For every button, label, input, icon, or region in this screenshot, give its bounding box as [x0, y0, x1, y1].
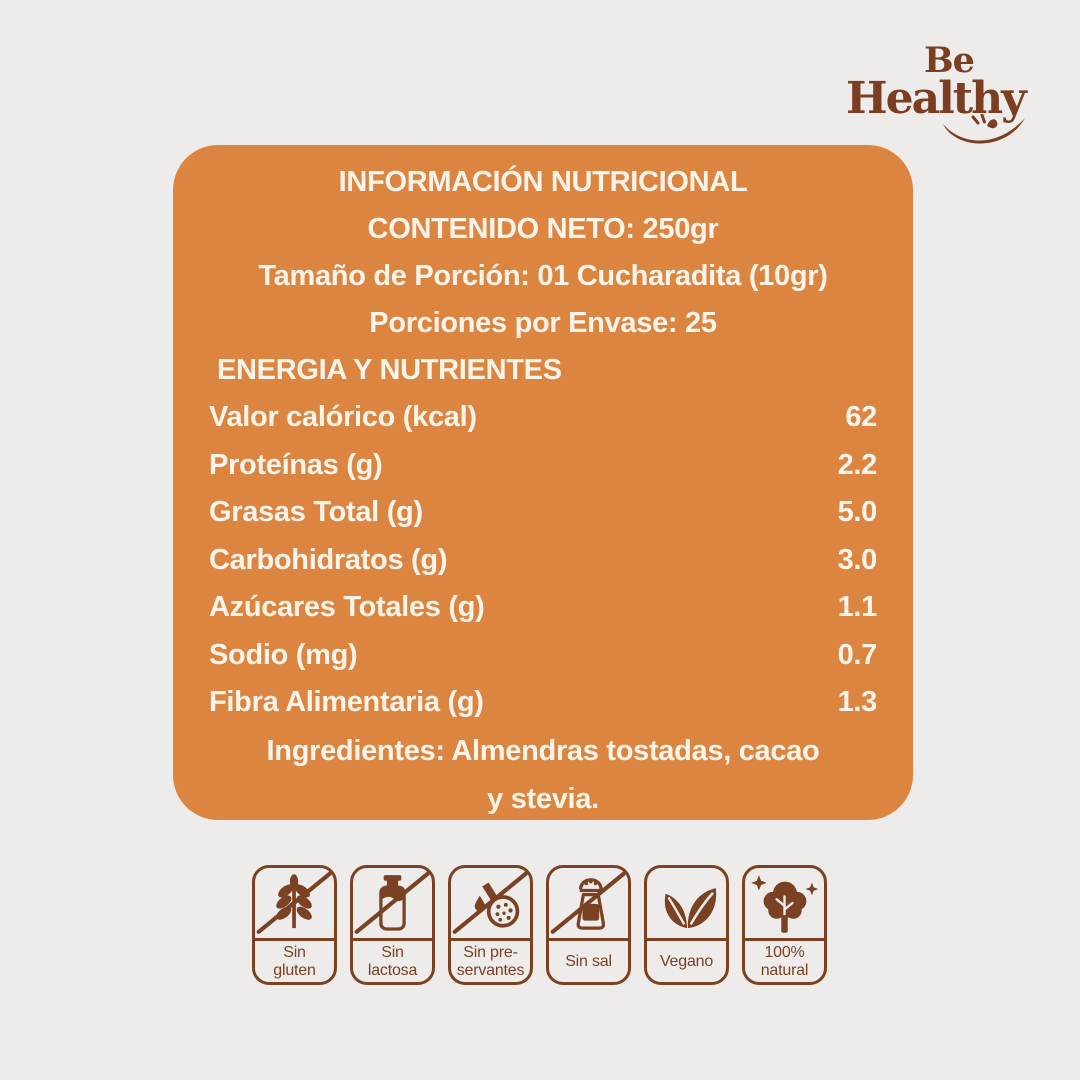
nutrient-value: 1.3	[837, 686, 878, 719]
nutrient-row: Carbohidratos (g) 3.0	[209, 537, 877, 585]
nutrient-row: Proteínas (g) 2.2	[209, 442, 877, 490]
servings-per-container: Porciones por Envase: 25	[369, 307, 717, 339]
vegan-icon	[647, 868, 726, 938]
serving-size: Tamaño de Porción: 01 Cucharadita (10gr)	[258, 260, 828, 292]
badge-label: Sin pre- servantes	[456, 943, 525, 979]
badge-sin-lactosa: Sin lactosa	[350, 865, 435, 985]
nutrient-row: Fibra Alimentaria (g) 1.3	[209, 679, 877, 727]
badge-divider	[255, 938, 334, 941]
section-header: ENERGIA Y NUTRIENTES	[217, 354, 562, 386]
no-lactose-icon	[353, 868, 432, 938]
ingredients-line: y stevia.	[487, 782, 599, 815]
badge-label: 100% natural	[760, 943, 809, 979]
panel-title: INFORMACIÓN NUTRICIONAL	[338, 166, 748, 198]
no-salt-icon	[549, 868, 628, 938]
badge-label: Sin lactosa	[367, 943, 418, 979]
nutrient-value: 1.1	[837, 591, 878, 624]
nutrient-row: Sodio (mg) 0.7	[209, 632, 877, 680]
nutrition-panel: INFORMACIÓN NUTRICIONAL CONTENIDO NETO: …	[173, 145, 913, 820]
nutrient-label: Sodio (mg)	[209, 638, 358, 671]
badge-divider	[745, 938, 824, 941]
brand-logo: Be Healthy	[842, 40, 1042, 152]
nutrient-label: Carbohidratos (g)	[209, 543, 448, 576]
badge-divider	[549, 938, 628, 941]
logo-swoosh-icon	[943, 114, 1025, 144]
badge-label: Sin gluten	[273, 943, 316, 979]
nutrient-label: Valor calórico (kcal)	[209, 401, 477, 434]
nutrient-value: 5.0	[837, 496, 878, 529]
natural-icon	[745, 868, 824, 938]
badge-divider	[647, 938, 726, 941]
badge-sin-preservantes: Sin pre- servantes	[448, 865, 533, 985]
nutrient-value: 2.2	[837, 448, 878, 481]
nutrient-value: 3.0	[837, 543, 878, 576]
badge-sin-gluten: Sin gluten	[252, 865, 337, 985]
no-gluten-icon	[255, 868, 334, 938]
logo-text-healthy: Healthy	[846, 73, 1027, 124]
badge-label: Vegano	[659, 952, 714, 970]
dietary-badges-row: Sin gluten Sin lactosa	[252, 865, 827, 985]
nutrient-label: Grasas Total (g)	[209, 496, 423, 529]
no-preservatives-icon	[451, 868, 530, 938]
badge-vegano: Vegano	[644, 865, 729, 985]
ingredients-line: Ingredientes: Almendras tostadas, cacao	[266, 734, 820, 767]
net-content: CONTENIDO NETO: 250gr	[367, 213, 719, 245]
badge-label: Sin sal	[565, 952, 612, 970]
nutrient-row: Valor calórico (kcal) 62	[209, 394, 877, 442]
badge-divider	[353, 938, 432, 941]
badge-sin-sal: Sin sal	[546, 865, 631, 985]
badge-divider	[451, 938, 530, 941]
nutrient-label: Proteínas (g)	[209, 448, 383, 481]
logo-text-be: Be	[924, 40, 975, 81]
badge-natural: 100% natural	[742, 865, 827, 985]
nutrient-row: Grasas Total (g) 5.0	[209, 489, 877, 537]
nutrient-label: Azúcares Totales (g)	[209, 591, 485, 624]
nutrient-row: Azúcares Totales (g) 1.1	[209, 584, 877, 632]
nutrient-value: 62	[845, 401, 877, 434]
nutrient-value: 0.7	[837, 638, 878, 671]
nutrient-label: Fibra Alimentaria (g)	[209, 686, 484, 719]
